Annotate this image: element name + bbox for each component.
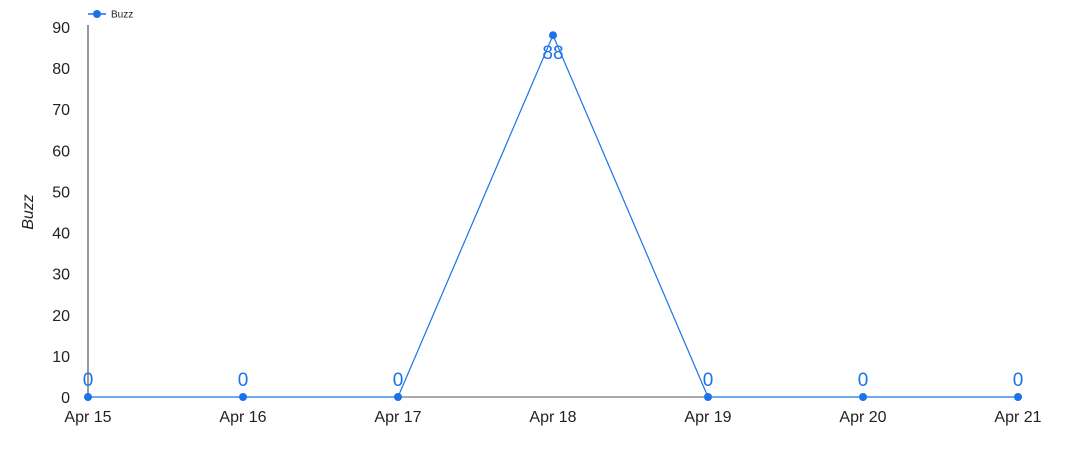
data-point[interactable] xyxy=(549,31,557,40)
legend-label-buzz[interactable]: Buzz xyxy=(111,10,133,21)
series-layer xyxy=(84,31,1022,401)
y-tick-label: 50 xyxy=(52,184,70,201)
y-tick-label: 0 xyxy=(61,390,70,407)
data-label: 0 xyxy=(393,370,404,391)
y-tick-label: 60 xyxy=(52,143,70,160)
data-point[interactable] xyxy=(859,393,867,401)
data-point[interactable] xyxy=(84,393,92,401)
legend-marker xyxy=(93,10,101,18)
x-tick-label: Apr 15 xyxy=(64,409,111,426)
data-point[interactable] xyxy=(704,393,712,401)
data-label: 88 xyxy=(542,43,563,64)
series-line-buzz xyxy=(88,33,1018,398)
x-axis: Apr 15 Apr 16 Apr 17 Apr 18 Apr 19 Apr 20 Apr … xyxy=(64,396,1042,426)
y-tick-label: 40 xyxy=(52,226,70,243)
data-labels: 0 0 0 88 0 0 0 xyxy=(83,43,1024,391)
y-tick-label: 70 xyxy=(52,102,70,119)
data-point[interactable] xyxy=(239,393,247,401)
y-tick-label: 30 xyxy=(52,267,70,284)
y-axis-title: Buzz xyxy=(20,194,37,230)
data-label: 0 xyxy=(1013,370,1024,391)
x-tick-label: Apr 20 xyxy=(839,409,886,426)
y-axis: 0 10 20 30 40 50 60 70 80 90 Buzz xyxy=(20,20,89,407)
data-label: 0 xyxy=(238,370,249,391)
data-label: 0 xyxy=(858,370,869,391)
y-tick-label: 80 xyxy=(52,61,70,78)
y-tick-label: 20 xyxy=(52,308,70,325)
x-tick-label: Apr 21 xyxy=(994,409,1041,426)
x-tick-label: Apr 19 xyxy=(684,409,731,426)
data-label: 0 xyxy=(703,370,714,391)
x-tick-label: Apr 17 xyxy=(374,409,421,426)
data-point[interactable] xyxy=(394,393,402,401)
x-tick-label: Apr 18 xyxy=(529,409,576,426)
data-label: 0 xyxy=(83,370,94,391)
legend: Buzz xyxy=(88,10,133,21)
x-tick-label: Apr 16 xyxy=(219,409,266,426)
y-tick-label: 10 xyxy=(52,349,70,366)
data-point[interactable] xyxy=(1014,393,1022,401)
y-tick-label: 90 xyxy=(52,20,70,37)
